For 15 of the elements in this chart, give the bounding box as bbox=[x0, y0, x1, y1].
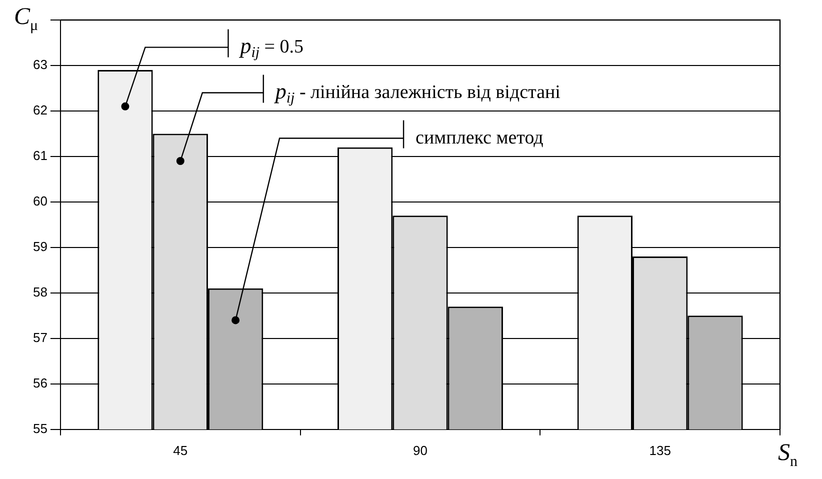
x-tick-label: 135 bbox=[649, 442, 671, 458]
x-tick-label: 45 bbox=[173, 442, 188, 458]
y-tick-label: 58 bbox=[32, 284, 48, 300]
y-tick-label: 63 bbox=[32, 57, 48, 72]
y-tick-label: 55 bbox=[32, 420, 48, 436]
x-axis-title: S$_{n}$ bbox=[778, 440, 798, 471]
y-tick-label: 62 bbox=[32, 102, 48, 118]
y-tick-label: 59 bbox=[32, 239, 48, 254]
x-tick-label: 90 bbox=[412, 442, 428, 458]
y-tick-label: 57 bbox=[32, 330, 48, 345]
y-axis-title: C$_{μ}$ bbox=[14, 4, 38, 35]
text: симплекс метод bbox=[416, 127, 544, 148]
y-tick-label: 60 bbox=[32, 194, 48, 209]
y-tick-label: 56 bbox=[32, 375, 48, 390]
y-tick-label: 61 bbox=[32, 148, 48, 164]
